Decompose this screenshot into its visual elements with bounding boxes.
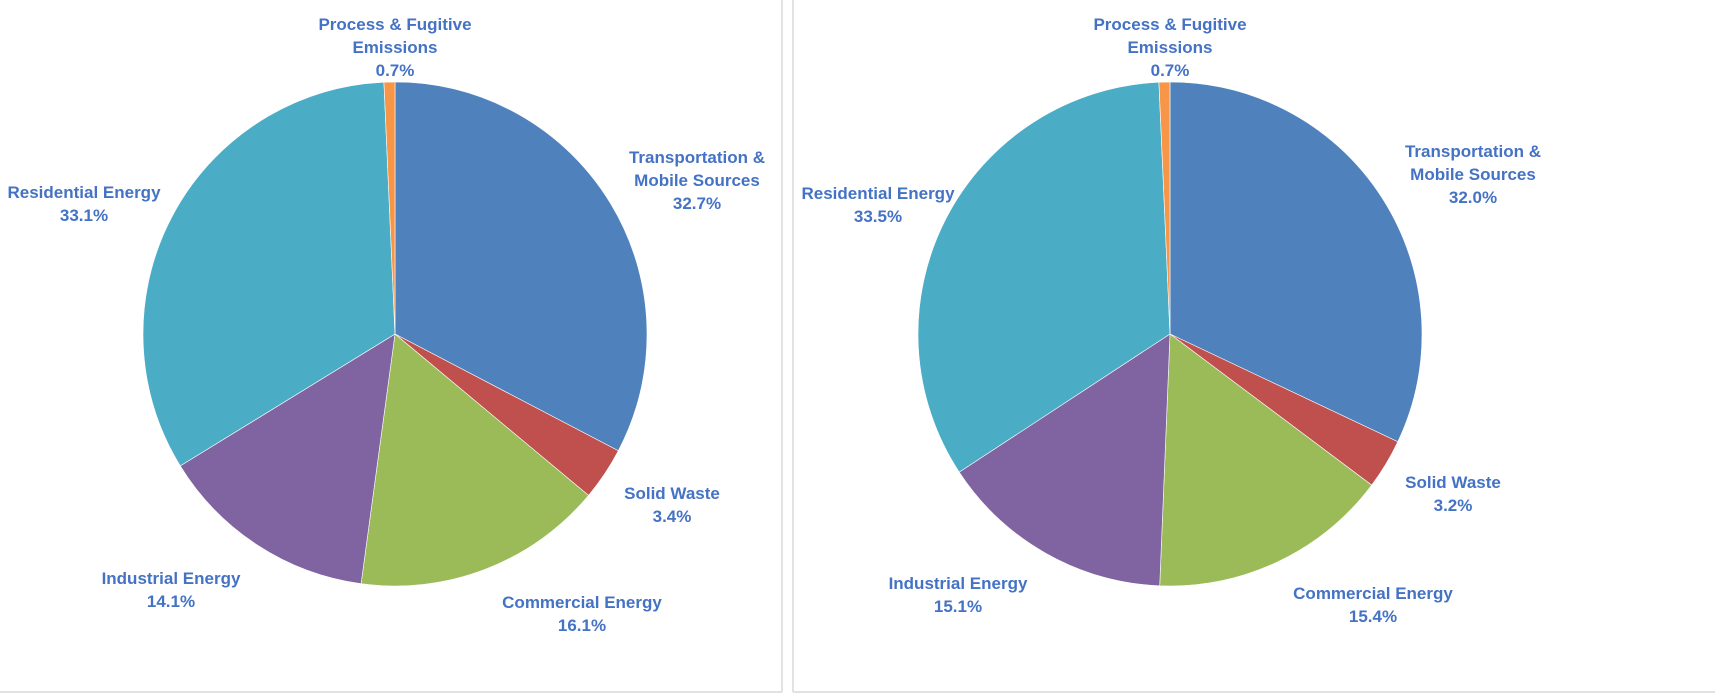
category-label: Emissions (1127, 38, 1212, 57)
category-label: Process & Fugitive (318, 15, 471, 34)
data-label-residential-energy: Residential Energy 33.1% (7, 183, 161, 225)
category-label: Commercial Energy (1293, 584, 1453, 603)
value-label: 0.7% (1151, 61, 1190, 80)
slice-transportation (394, 81, 648, 452)
category-label: Residential Energy (801, 184, 955, 203)
data-label-transportation: Transportation & Mobile Sources 32.7% (629, 148, 765, 213)
value-label: 14.1% (147, 592, 195, 611)
slice-industrial-energy (179, 333, 396, 585)
slice-commercial-energy (360, 333, 589, 587)
category-label: Mobile Sources (634, 171, 760, 190)
value-label: 15.1% (934, 597, 982, 616)
data-label-solid-waste: Solid Waste 3.2% (1405, 473, 1501, 515)
category-label: Transportation & (629, 148, 765, 167)
category-label: Commercial Energy (502, 593, 662, 612)
data-label-residential-energy: Residential Energy 33.5% (801, 184, 955, 226)
slice-commercial-energy (1159, 333, 1373, 587)
value-label: 0.7% (376, 61, 415, 80)
value-label: 15.4% (1349, 607, 1397, 626)
value-label: 32.7% (673, 194, 721, 213)
value-label: 33.5% (854, 207, 902, 226)
category-label: Process & Fugitive (1093, 15, 1246, 34)
slice-process-fugitive (1158, 81, 1171, 335)
slice-residential-energy (142, 81, 396, 467)
value-label: 32.0% (1449, 188, 1497, 207)
slice-transportation (1169, 81, 1423, 443)
value-label: 33.1% (60, 206, 108, 225)
slice-industrial-energy (958, 333, 1171, 587)
category-label: Solid Waste (1405, 473, 1501, 492)
data-label-process-fugitive: Process & Fugitive Emissions 0.7% (1093, 15, 1246, 80)
category-label: Transportation & (1405, 142, 1541, 161)
value-label: 3.4% (653, 507, 692, 526)
category-label: Industrial Energy (102, 569, 241, 588)
slice-residential-energy (917, 81, 1171, 473)
value-label: 16.1% (558, 616, 606, 635)
category-label: Residential Energy (7, 183, 161, 202)
slice-process-fugitive (383, 81, 396, 335)
data-label-solid-waste: Solid Waste 3.4% (624, 484, 720, 526)
value-label: 3.2% (1434, 496, 1473, 515)
category-label: Industrial Energy (889, 574, 1028, 593)
data-label-commercial-energy: Commercial Energy 16.1% (502, 593, 662, 635)
pie-chart-2: Transportation & Mobile Sources 32.0% Solid… (801, 15, 1541, 626)
category-label: Mobile Sources (1410, 165, 1536, 184)
data-label-industrial-energy: Industrial Energy 15.1% (889, 574, 1028, 616)
data-label-process-fugitive: Process & Fugitive Emissions 0.7% (318, 15, 471, 80)
data-label-transportation: Transportation & Mobile Sources 32.0% (1405, 142, 1541, 207)
data-label-industrial-energy: Industrial Energy 14.1% (102, 569, 241, 611)
pie-chart-1: Transportation & Mobile Sources 32.7% Solid… (7, 15, 765, 635)
category-label: Emissions (352, 38, 437, 57)
data-label-commercial-energy: Commercial Energy 15.4% (1293, 584, 1453, 626)
category-label: Solid Waste (624, 484, 720, 503)
